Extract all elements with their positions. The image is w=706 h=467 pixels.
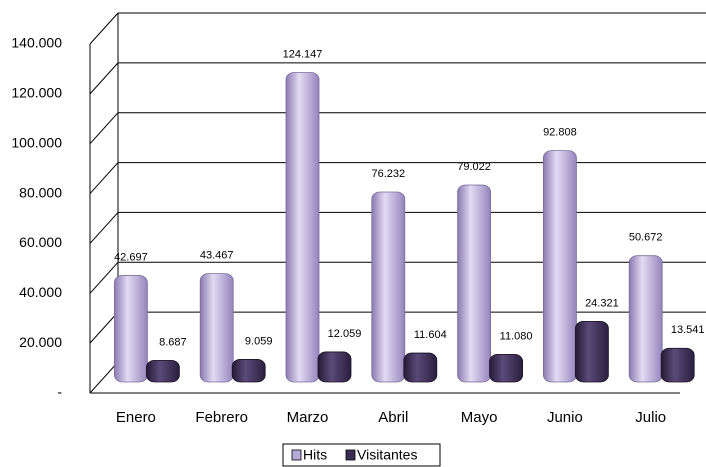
grid-diagonal [89,212,119,244]
y-tick-label: 60.000 [19,234,62,250]
x-tick-label: Enero [116,409,156,426]
bar [371,191,406,383]
bar [199,273,234,383]
bar [317,351,352,383]
data-label: 11.080 [500,330,533,342]
legend: Hits Visitantes [282,443,441,467]
y-tick-label: - [57,384,62,400]
bar [660,347,695,383]
legend-box [282,443,441,467]
data-label: 124.147 [283,48,323,60]
data-label: 12.059 [328,328,362,340]
legend-label: Visitantes [357,447,417,463]
data-label: 79.022 [457,161,491,173]
data-label: 9.059 [245,335,273,347]
data-label: 50.672 [629,232,663,244]
bar [628,255,663,383]
grid-diagonal [89,112,119,145]
x-tick-label: Febrero [195,409,248,426]
legend-swatch [345,449,356,461]
x-tick-label: Abril [378,409,408,426]
data-label: 24.321 [585,297,619,309]
y-tick-label: 120.000 [11,85,62,101]
grid-diagonal [89,62,119,95]
bar [457,184,492,383]
x-tick-label: Junio [547,409,583,426]
y-tick-label: 40.000 [19,284,62,300]
bar [114,275,148,383]
legend-label: Hits [303,447,327,463]
grid-diagonal [89,261,119,294]
floor-edge [89,361,119,394]
data-label: 42.697 [114,251,148,263]
grid-diagonal [89,162,119,194]
legend-swatch [291,449,302,461]
x-tick-label: Julio [635,409,666,426]
data-label: 13.541 [671,324,705,336]
y-tick-label: 100.000 [11,134,62,150]
y-tick-label: 80.000 [19,184,62,200]
data-label: 8.687 [159,336,187,348]
data-label: 11.604 [414,329,447,341]
y-tick-label: 140.000 [11,35,62,51]
y-tick-label: 20.000 [19,334,62,350]
bar [489,353,524,383]
data-label: 92.808 [543,127,577,139]
data-label: 43.467 [200,250,234,262]
x-tick-label: Mayo [461,409,498,426]
x-tick-label: Marzo [287,409,329,426]
grid-diagonal [89,12,119,45]
bar [231,359,266,383]
bar [285,72,320,383]
bar [403,352,438,383]
bar [145,359,180,383]
bar [543,150,577,383]
data-label: 76.232 [371,168,405,180]
grid-diagonal [89,311,119,344]
bar [575,320,609,383]
